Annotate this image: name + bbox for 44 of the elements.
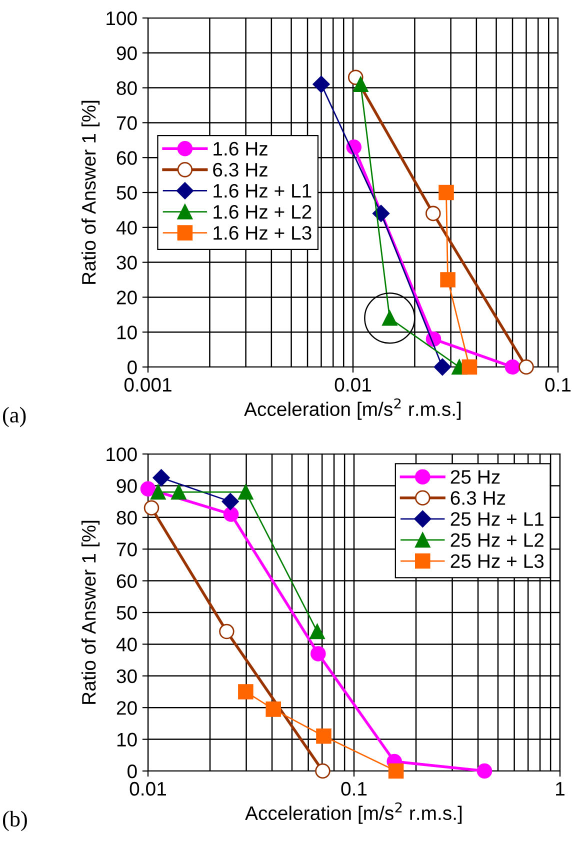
y-tick-label: 20 [116, 701, 137, 715]
y-tick-label: 100 [106, 447, 137, 462]
legend-label: 25 Hz + L3 [450, 554, 544, 568]
legend-label: 1.6 Hz + L2 [214, 204, 312, 219]
text: (b) [2, 810, 27, 832]
y-tick-label: 20 [116, 290, 137, 304]
legend-label: 25 Hz + L2 [450, 533, 544, 547]
x-tick-label: 0.01 [334, 378, 371, 392]
y-tick-label: 0 [128, 360, 137, 374]
x-tick-label: 0.01 [130, 782, 166, 796]
legend-label: 1.6 Hz + L1 [214, 184, 312, 198]
x-tick-label: 0.1 [545, 378, 571, 392]
y-tick-label: 40 [116, 638, 137, 652]
x-axis-title: Acceleration [m/s$^{2}$ r.m.s.] [244, 398, 461, 420]
legend-label: 25 Hz [450, 470, 500, 484]
text: (a) [2, 406, 26, 428]
y-tick-label: 80 [116, 81, 137, 96]
x-tick-label: 0.001 [124, 378, 172, 392]
x-tick-label: 1 [556, 782, 564, 796]
y-tick-label: 60 [116, 151, 137, 165]
y-tick-label: 50 [116, 606, 137, 620]
legend-label: 6.3 Hz [213, 162, 268, 177]
y-tick-label: 90 [116, 46, 137, 60]
y-tick-label: 80 [116, 510, 137, 525]
legend-label: 25 Hz + L1 [450, 512, 544, 526]
x-axis-title: Acceleration [m/s$^{2}$ r.m.s.] [245, 802, 462, 824]
y-axis-title: Ratio of Answer 1 [%] [81, 520, 100, 704]
y-tick-label: 30 [116, 669, 137, 684]
y-tick-label: 10 [117, 732, 137, 747]
y-tick-label: 0 [128, 764, 137, 778]
legend-label: 6.3 Hz [450, 491, 506, 505]
y-tick-label: 10 [117, 326, 137, 340]
y-tick-label: 50 [116, 186, 137, 200]
y-tick-label: 30 [116, 256, 137, 270]
legend-label: 1.6 Hz [214, 142, 268, 156]
y-tick-label: 90 [116, 479, 137, 493]
y-tick-label: 70 [116, 542, 137, 556]
y-tick-label: 70 [116, 116, 137, 130]
y-tick-label: 60 [116, 574, 137, 588]
y-axis-title: Ratio of Answer 1 [%] [81, 100, 100, 284]
legend-label: 1.6 Hz + L3 [214, 226, 312, 240]
y-tick-label: 40 [116, 220, 137, 235]
x-tick-label: 0.1 [341, 782, 367, 796]
y-tick-label: 100 [106, 11, 137, 26]
